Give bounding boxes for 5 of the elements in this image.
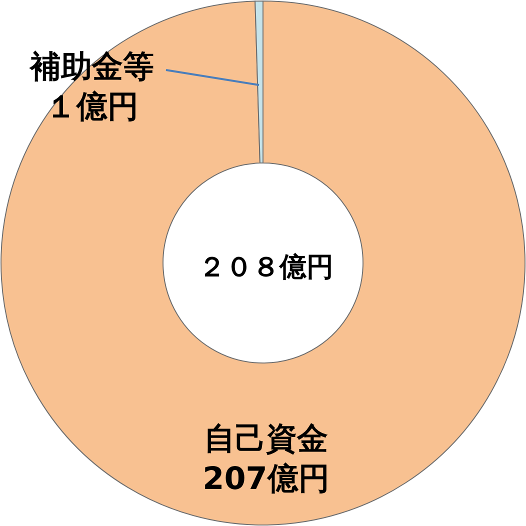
- data-label: 207億円: [202, 461, 330, 497]
- slice-label: 自己資金: [204, 421, 328, 457]
- slice-label: 補助金等: [28, 49, 154, 85]
- text: ２０８億円: [198, 252, 334, 283]
- data-label: １億円: [46, 89, 138, 125]
